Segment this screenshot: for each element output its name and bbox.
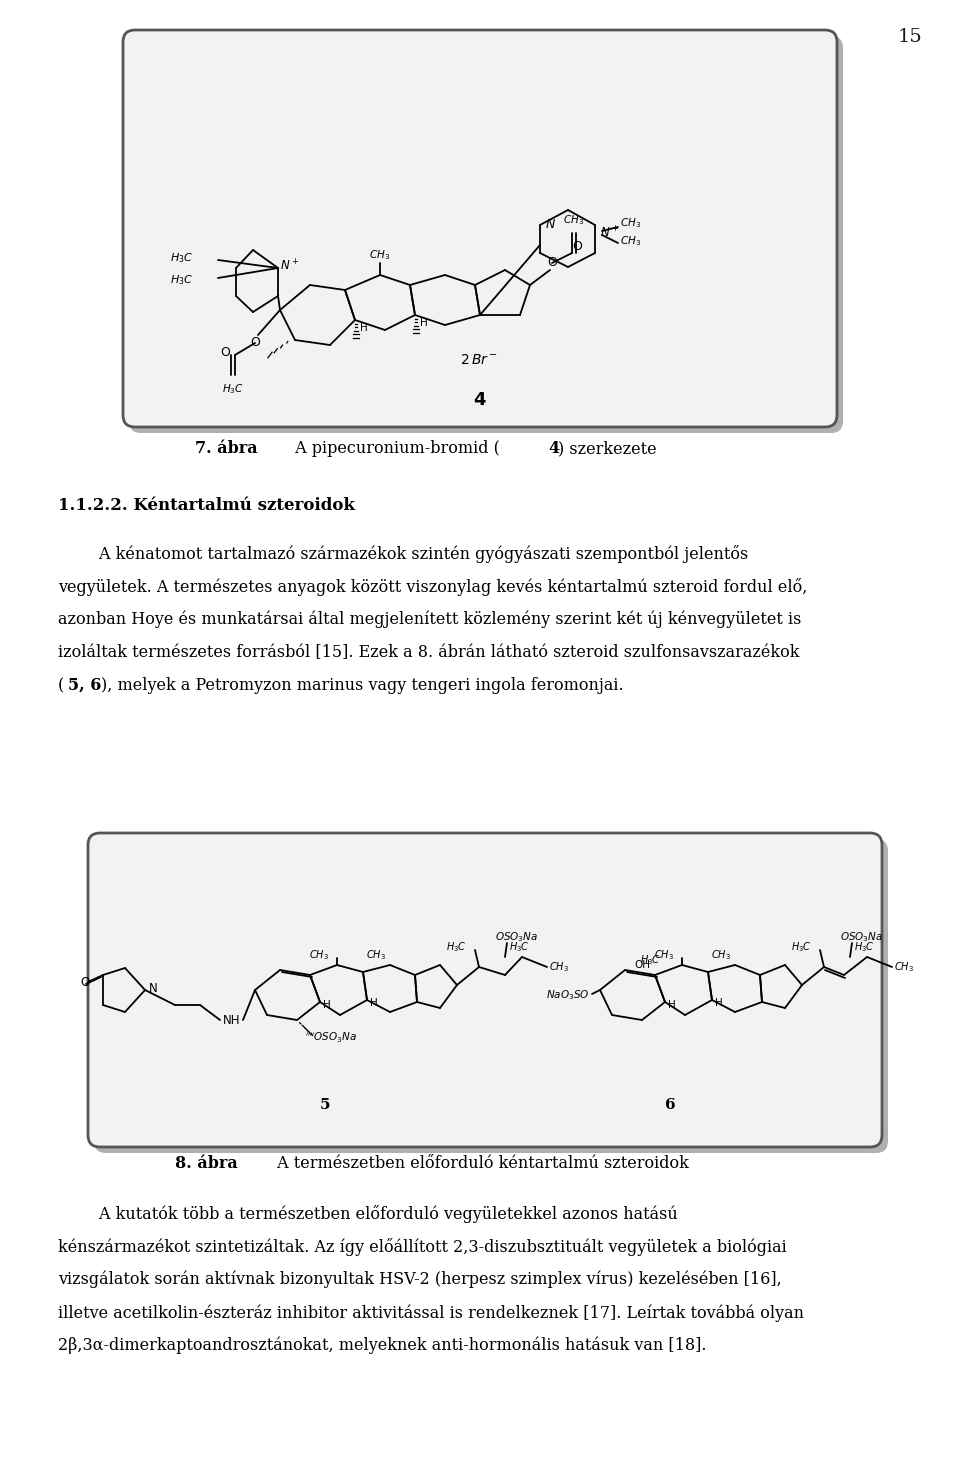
Text: 5, 6: 5, 6: [68, 677, 102, 695]
Text: $H_3C$: $H_3C$: [854, 940, 875, 953]
Text: izoláltak természetes forrásból [15]. Ezek a 8. ábrán látható szteroid szulfonsa: izoláltak természetes forrásból [15]. Ez…: [58, 644, 800, 661]
Text: H: H: [668, 1001, 676, 1009]
Text: 7. ábra: 7. ábra: [195, 440, 257, 457]
Text: A természetben előforduló kéntartalmú szteroidok: A természetben előforduló kéntartalmú sz…: [272, 1154, 689, 1172]
Text: $CH_3$: $CH_3$: [309, 947, 329, 962]
Text: NH: NH: [223, 1014, 241, 1027]
Text: 2β,3α-dimerkaptoandrosztánokat, melyeknek anti-hormonális hatásuk van [18].: 2β,3α-dimerkaptoandrosztánokat, melyekne…: [58, 1338, 707, 1354]
Text: H: H: [360, 324, 368, 333]
Text: $H_3C$: $H_3C$: [170, 273, 193, 287]
Text: O: O: [220, 346, 230, 359]
Text: 5: 5: [320, 1098, 330, 1111]
Text: $NaO_3SO$: $NaO_3SO$: [546, 989, 590, 1002]
Text: H: H: [420, 318, 428, 328]
Text: (: (: [58, 677, 64, 695]
Text: kénszármazékot szintetizáltak. Az így előállított 2,3-diszubsztituált vegyületek: kénszármazékot szintetizáltak. Az így el…: [58, 1239, 787, 1256]
Text: $2\,Br^-$: $2\,Br^-$: [460, 353, 498, 367]
Text: $OSO_3Na$: $OSO_3Na$: [495, 930, 539, 944]
Text: vizsgálatok során aktívnak bizonyultak HSV-2 (herpesz szimplex vírus) kezelésébe: vizsgálatok során aktívnak bizonyultak H…: [58, 1271, 781, 1289]
FancyBboxPatch shape: [123, 30, 837, 427]
Text: A kénatomot tartalmazó származékok szintén gyógyászati szempontból jelentős: A kénatomot tartalmazó származékok szint…: [58, 545, 748, 563]
Text: ) szerkezete: ) szerkezete: [558, 440, 657, 457]
Text: O: O: [572, 241, 582, 254]
Text: $CH_3$: $CH_3$: [370, 248, 391, 262]
Text: $N^+$: $N^+$: [280, 259, 300, 273]
Text: OH: OH: [634, 961, 650, 970]
Text: 8. ábra: 8. ábra: [175, 1154, 238, 1172]
Text: A kutatók több a természetben előforduló vegyületekkel azonos hatású: A kutatók több a természetben előforduló…: [58, 1205, 678, 1222]
Text: $CH_3$: $CH_3$: [620, 216, 641, 231]
Text: $H_3C$: $H_3C$: [509, 940, 530, 953]
Text: $\mathbf{4}$: $\mathbf{4}$: [473, 392, 487, 409]
Text: vegyületek. A természetes anyagok között viszonylag kevés kéntartalmú szteroid f: vegyületek. A természetes anyagok között…: [58, 578, 807, 596]
Text: N: N: [149, 981, 157, 995]
Text: $''''OSO_3Na$: $''''OSO_3Na$: [305, 1030, 357, 1045]
Text: $CH_3$: $CH_3$: [366, 947, 386, 962]
Text: H: H: [370, 998, 377, 1008]
Text: $OSO_3Na$: $OSO_3Na$: [840, 930, 883, 944]
Text: ), melyek a Petromyzon marinus vagy tengeri ingola feromonjai.: ), melyek a Petromyzon marinus vagy teng…: [101, 677, 624, 695]
Text: $H_3C$: $H_3C$: [791, 940, 812, 953]
Text: $CH_3$: $CH_3$: [654, 947, 674, 962]
Text: A pipecuronium-bromid (: A pipecuronium-bromid (: [290, 440, 500, 457]
Text: $CH_3$: $CH_3$: [894, 961, 914, 974]
Text: 6: 6: [664, 1098, 675, 1111]
Text: 4: 4: [548, 440, 559, 457]
Text: O: O: [547, 257, 557, 269]
Text: H: H: [323, 1001, 331, 1009]
Text: O: O: [250, 337, 260, 349]
FancyBboxPatch shape: [129, 35, 843, 433]
Text: H: H: [715, 998, 723, 1008]
Text: $CH_3$: $CH_3$: [549, 961, 569, 974]
Text: illetve acetilkolin-észteráz inhibitor aktivitással is rendelkeznek [17]. Leírta: illetve acetilkolin-észteráz inhibitor a…: [58, 1304, 804, 1321]
Text: 1.1.2.2. Kéntartalmú szteroidok: 1.1.2.2. Kéntartalmú szteroidok: [58, 497, 355, 514]
Text: azonban Hoye és munkatársai által megjelenített közlemény szerint két új kénvegy: azonban Hoye és munkatársai által megjel…: [58, 610, 802, 628]
Text: $CH_3$: $CH_3$: [620, 234, 641, 248]
Text: $H_3C$: $H_3C$: [222, 381, 244, 396]
FancyBboxPatch shape: [94, 840, 888, 1153]
Text: $H_3C$: $H_3C$: [446, 940, 467, 953]
Text: $N^+$: $N^+$: [600, 225, 619, 241]
Text: $H_3C$: $H_3C$: [170, 251, 193, 265]
Text: 15: 15: [898, 28, 923, 46]
Text: $CH_3$: $CH_3$: [711, 947, 731, 962]
Text: O: O: [81, 975, 90, 989]
FancyBboxPatch shape: [88, 834, 882, 1147]
Text: $H_3C$: $H_3C$: [639, 953, 660, 967]
Text: $CH_3$: $CH_3$: [564, 213, 585, 228]
Text: $N$: $N$: [545, 219, 556, 232]
